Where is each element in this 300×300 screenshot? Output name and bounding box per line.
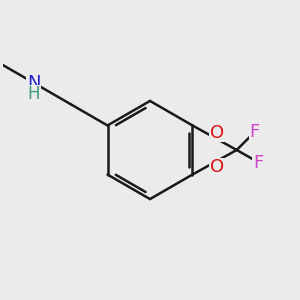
Text: H: H	[28, 85, 40, 103]
Text: N: N	[27, 74, 40, 92]
Text: F: F	[253, 154, 263, 172]
Text: O: O	[210, 124, 224, 142]
Text: F: F	[250, 123, 260, 141]
Text: O: O	[210, 158, 224, 176]
